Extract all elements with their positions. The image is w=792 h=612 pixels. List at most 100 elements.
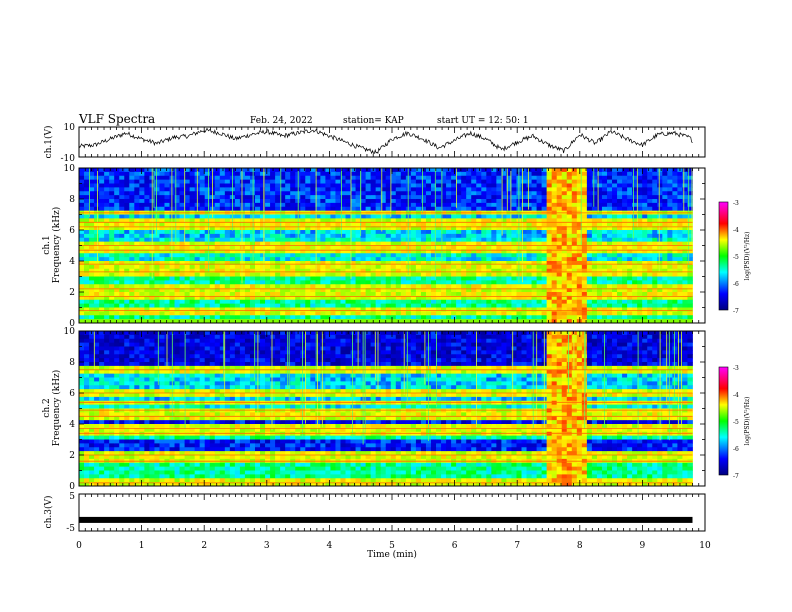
spectrogram-cell bbox=[240, 253, 245, 257]
spectrogram-cell bbox=[446, 280, 451, 284]
spectrogram-cell bbox=[215, 253, 220, 257]
spectrogram-cell bbox=[250, 207, 255, 211]
spectrogram-cell bbox=[632, 187, 637, 191]
spectrogram-cell bbox=[411, 304, 416, 308]
spectrogram-cell bbox=[89, 292, 94, 296]
spectrogram-cell bbox=[542, 277, 547, 281]
spectrogram-cell bbox=[330, 308, 335, 312]
spectrogram-cell bbox=[89, 273, 94, 277]
spectrogram-cell bbox=[139, 203, 144, 207]
spectrogram-cell bbox=[511, 187, 516, 191]
spectrogram-cell bbox=[667, 311, 672, 315]
spectrogram-cell bbox=[522, 315, 527, 319]
spectrogram-cell bbox=[642, 280, 647, 284]
spectrogram-cell bbox=[476, 315, 481, 319]
spectrogram-cell bbox=[175, 184, 180, 188]
spectrogram-cell bbox=[290, 195, 295, 199]
spectrogram-cell bbox=[376, 191, 381, 195]
spectrogram-cell bbox=[577, 284, 582, 288]
spectrogram-cell bbox=[647, 168, 652, 172]
spectrogram-cell bbox=[89, 215, 94, 219]
spectrogram-cell bbox=[94, 311, 99, 315]
spectrogram-cell bbox=[280, 284, 285, 288]
spectrogram-cell bbox=[134, 311, 139, 315]
spectrogram-cell bbox=[139, 199, 144, 203]
spectrogram-cell bbox=[657, 184, 662, 188]
spectrogram-cell bbox=[421, 257, 426, 261]
spectrogram-cell bbox=[190, 292, 195, 296]
spectrogram-cell bbox=[290, 304, 295, 308]
spectrogram-cell bbox=[607, 253, 612, 257]
spectrogram-cell bbox=[416, 191, 421, 195]
spectrogram-cell bbox=[481, 308, 486, 312]
spectrogram-cell bbox=[210, 257, 215, 261]
spectrogram-cell bbox=[612, 207, 617, 211]
spectrogram-cell bbox=[542, 176, 547, 180]
spectrogram-cell bbox=[647, 300, 652, 304]
spectrogram-cell bbox=[104, 284, 109, 288]
spectrogram-cell bbox=[250, 265, 255, 269]
spectrogram-cell bbox=[401, 292, 406, 296]
spectrogram-cell bbox=[436, 187, 441, 191]
spectrogram-cell bbox=[461, 265, 466, 269]
spectrogram-cell bbox=[285, 300, 290, 304]
spectrogram-cell bbox=[164, 315, 169, 319]
spectrogram-cell bbox=[215, 184, 220, 188]
spectrogram-cell bbox=[260, 176, 265, 180]
spectrogram-cell bbox=[461, 304, 466, 308]
spectrogram-cell bbox=[265, 184, 270, 188]
spectrogram-cell bbox=[79, 265, 84, 269]
spectrogram-cell bbox=[195, 280, 200, 284]
spectrogram-cell bbox=[496, 269, 501, 273]
spectrogram-cell bbox=[325, 207, 330, 211]
spectrogram-cell bbox=[537, 269, 542, 273]
spectrogram-cell bbox=[180, 284, 185, 288]
spectrogram-cell bbox=[511, 172, 516, 176]
spectrogram-cell bbox=[426, 234, 431, 238]
spectrogram-cell bbox=[682, 269, 687, 273]
spectrogram-cell bbox=[376, 172, 381, 176]
spectrogram-cell bbox=[677, 234, 682, 238]
spectrogram-cell bbox=[622, 222, 627, 226]
spectrogram-cell bbox=[310, 199, 315, 203]
spectrogram-cell bbox=[466, 277, 471, 281]
spectrogram-cell bbox=[617, 280, 622, 284]
spectrogram-cell bbox=[320, 253, 325, 257]
spectrogram-cell bbox=[532, 222, 537, 226]
spectrogram-cell bbox=[346, 238, 351, 242]
spectrogram-cell bbox=[471, 269, 476, 273]
spectrogram-cell bbox=[416, 195, 421, 199]
spectrogram-cell bbox=[607, 207, 612, 211]
spectrogram-cell bbox=[185, 234, 190, 238]
spectrogram-cell bbox=[421, 195, 426, 199]
spectrogram-cell bbox=[486, 253, 491, 257]
spectrogram-cell bbox=[471, 292, 476, 296]
spectrogram-cell bbox=[577, 253, 582, 257]
spectrogram-cell bbox=[491, 280, 496, 284]
spectrogram-cell bbox=[386, 187, 391, 191]
spectrogram-cell bbox=[612, 191, 617, 195]
spectrogram-cell bbox=[265, 273, 270, 277]
spectrogram-cell bbox=[310, 280, 315, 284]
spectrogram-cell bbox=[330, 246, 335, 250]
spectrogram-cell bbox=[532, 269, 537, 273]
spectrogram-cell bbox=[662, 199, 667, 203]
spectrogram-cell bbox=[356, 222, 361, 226]
spectrogram-cell bbox=[190, 246, 195, 250]
spectrogram-cell bbox=[491, 308, 496, 312]
spectrogram-cell bbox=[154, 265, 159, 269]
spectrogram-cell bbox=[572, 304, 577, 308]
spectrogram-cell bbox=[124, 215, 129, 219]
spectrogram-cell bbox=[265, 230, 270, 234]
spectrogram-cell bbox=[567, 230, 572, 234]
spectrogram-cell bbox=[159, 257, 164, 261]
spectrogram-cell bbox=[516, 308, 521, 312]
spectrogram-cell bbox=[486, 207, 491, 211]
spectrogram-cell bbox=[84, 257, 89, 261]
spectrogram-cell bbox=[572, 203, 577, 207]
spectrogram-cell bbox=[602, 176, 607, 180]
spectrogram-cell bbox=[315, 277, 320, 281]
spectrogram-cell bbox=[451, 172, 456, 176]
spectrogram-cell bbox=[99, 222, 104, 226]
spectrogram-cell bbox=[501, 300, 506, 304]
